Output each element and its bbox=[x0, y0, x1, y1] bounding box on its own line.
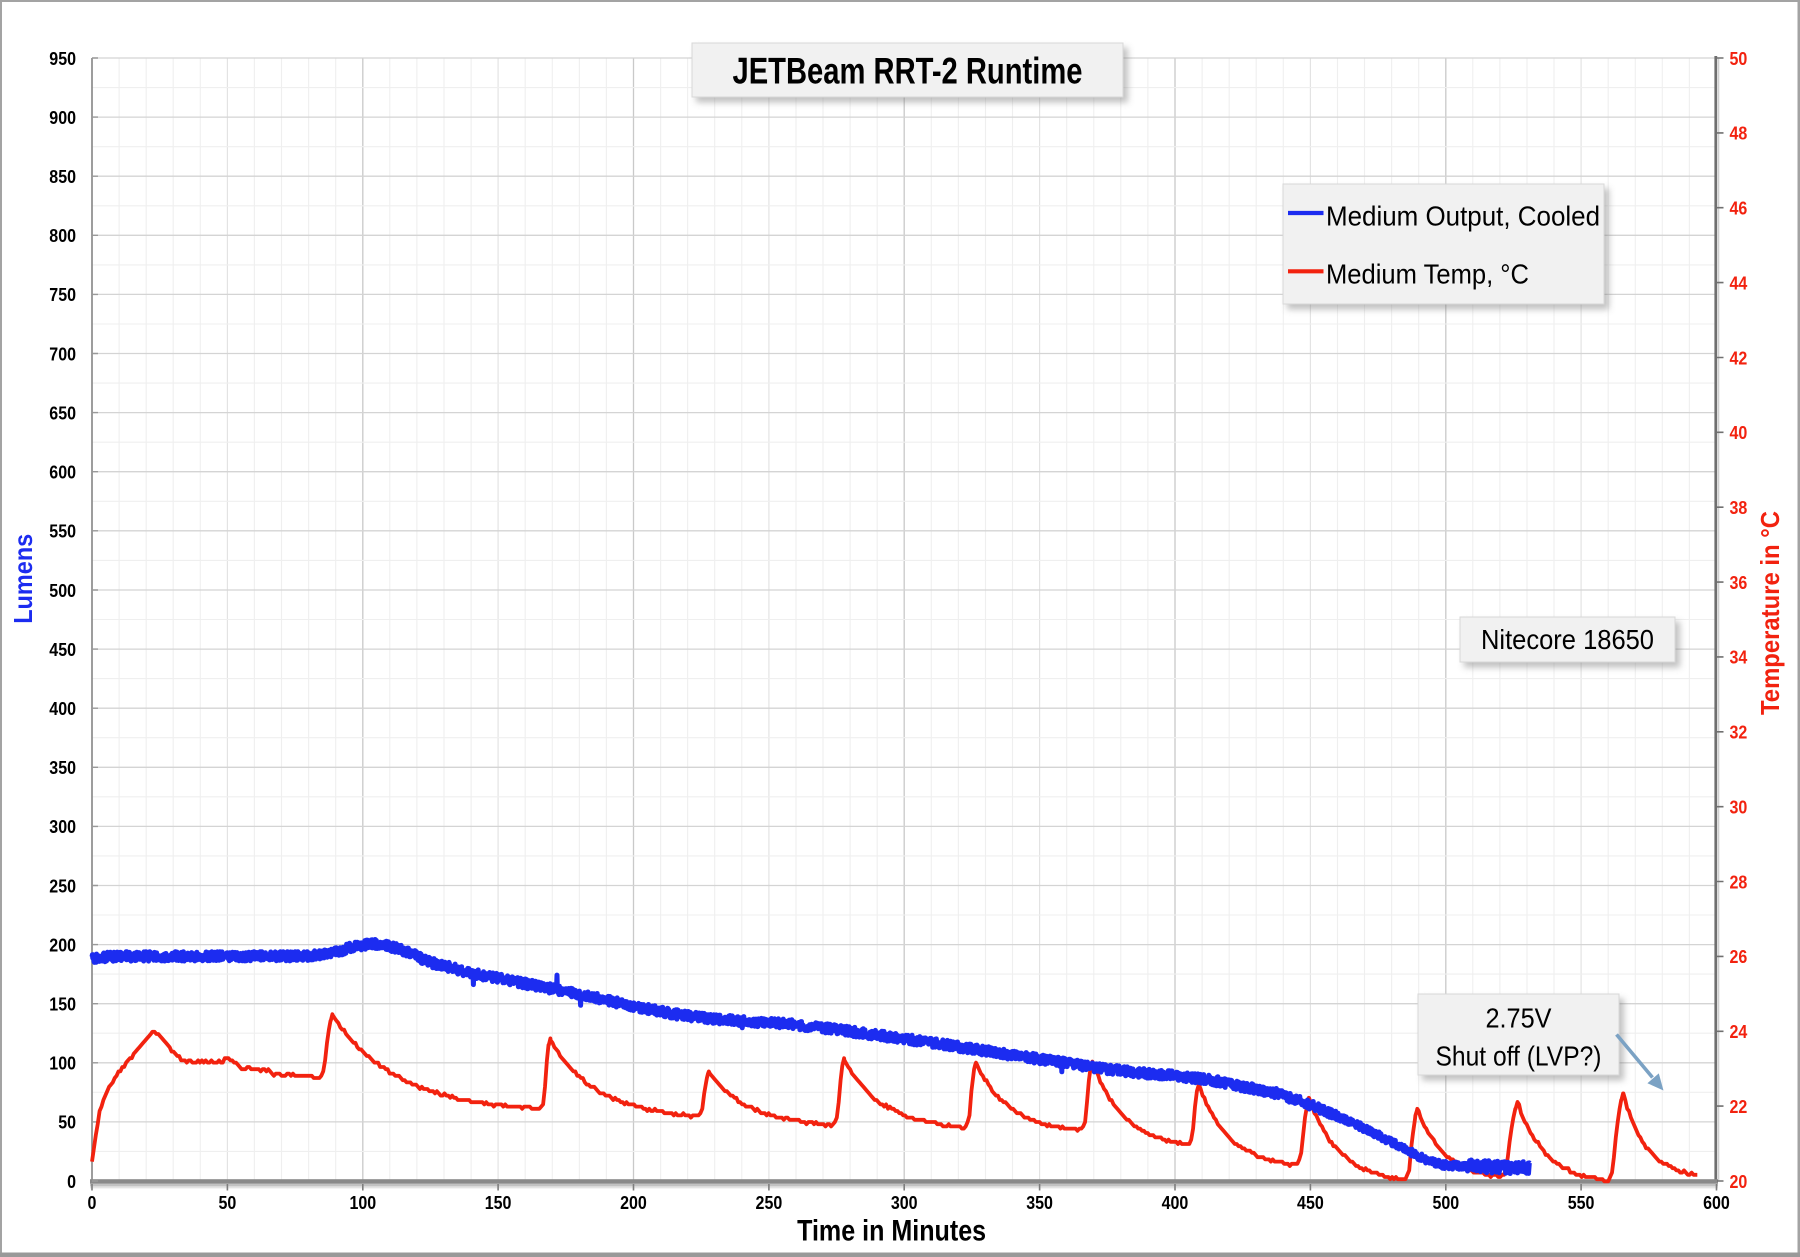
svg-text:500: 500 bbox=[1432, 1192, 1459, 1213]
svg-text:500: 500 bbox=[49, 580, 76, 601]
svg-text:20: 20 bbox=[1730, 1171, 1748, 1192]
svg-text:550: 550 bbox=[1568, 1192, 1595, 1213]
svg-text:JETBeam RRT-2 Runtime: JETBeam RRT-2 Runtime bbox=[733, 50, 1083, 91]
svg-text:300: 300 bbox=[891, 1192, 918, 1213]
svg-text:150: 150 bbox=[485, 1192, 512, 1213]
svg-text:100: 100 bbox=[349, 1192, 376, 1213]
svg-text:650: 650 bbox=[49, 402, 76, 423]
svg-text:850: 850 bbox=[49, 166, 76, 187]
svg-text:Medium Temp, °C: Medium Temp, °C bbox=[1326, 259, 1529, 290]
svg-text:300: 300 bbox=[49, 816, 76, 837]
svg-text:150: 150 bbox=[49, 994, 76, 1015]
svg-text:450: 450 bbox=[1297, 1192, 1324, 1213]
svg-text:Time in Minutes: Time in Minutes bbox=[797, 1215, 986, 1248]
svg-text:0: 0 bbox=[88, 1192, 97, 1213]
svg-text:50: 50 bbox=[58, 1112, 76, 1133]
svg-text:42: 42 bbox=[1730, 347, 1748, 368]
svg-text:36: 36 bbox=[1730, 572, 1748, 593]
svg-text:48: 48 bbox=[1730, 123, 1748, 144]
svg-text:24: 24 bbox=[1730, 1021, 1748, 1042]
svg-text:Medium Output, Cooled: Medium Output, Cooled bbox=[1326, 201, 1600, 232]
svg-text:250: 250 bbox=[756, 1192, 783, 1213]
svg-text:Lumens: Lumens bbox=[8, 534, 38, 624]
svg-text:34: 34 bbox=[1730, 647, 1748, 668]
svg-text:44: 44 bbox=[1730, 272, 1748, 293]
svg-text:800: 800 bbox=[49, 225, 76, 246]
svg-text:200: 200 bbox=[49, 934, 76, 955]
svg-text:2.75V: 2.75V bbox=[1486, 1003, 1553, 1034]
svg-text:700: 700 bbox=[49, 343, 76, 364]
svg-text:50: 50 bbox=[219, 1192, 237, 1213]
svg-text:32: 32 bbox=[1730, 722, 1748, 743]
svg-text:750: 750 bbox=[49, 284, 76, 305]
svg-text:350: 350 bbox=[1026, 1192, 1053, 1213]
svg-text:40: 40 bbox=[1730, 422, 1748, 443]
svg-text:28: 28 bbox=[1730, 871, 1748, 892]
svg-text:50: 50 bbox=[1730, 48, 1748, 69]
svg-text:46: 46 bbox=[1730, 198, 1748, 219]
svg-text:350: 350 bbox=[49, 757, 76, 778]
svg-text:Nitecore 18650: Nitecore 18650 bbox=[1481, 624, 1654, 655]
svg-text:Temperature in °C: Temperature in °C bbox=[1755, 511, 1785, 715]
svg-text:30: 30 bbox=[1730, 797, 1748, 818]
svg-text:450: 450 bbox=[49, 639, 76, 660]
svg-text:950: 950 bbox=[49, 48, 76, 69]
svg-text:550: 550 bbox=[49, 521, 76, 542]
svg-text:200: 200 bbox=[620, 1192, 647, 1213]
svg-text:250: 250 bbox=[49, 875, 76, 896]
svg-text:100: 100 bbox=[49, 1053, 76, 1074]
svg-text:900: 900 bbox=[49, 107, 76, 128]
svg-text:Shut off (LVP?): Shut off (LVP?) bbox=[1436, 1041, 1602, 1072]
svg-text:600: 600 bbox=[1703, 1192, 1730, 1213]
svg-text:600: 600 bbox=[49, 462, 76, 483]
svg-text:22: 22 bbox=[1730, 1096, 1748, 1117]
svg-text:400: 400 bbox=[49, 698, 76, 719]
svg-text:26: 26 bbox=[1730, 946, 1748, 967]
svg-text:38: 38 bbox=[1730, 497, 1748, 518]
svg-text:400: 400 bbox=[1162, 1192, 1189, 1213]
svg-text:0: 0 bbox=[67, 1171, 76, 1192]
